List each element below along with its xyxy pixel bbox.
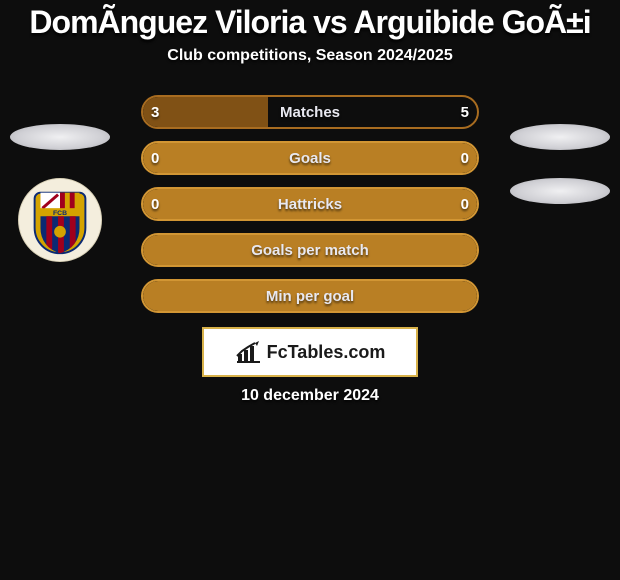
stat-bar: Hattricks0 0	[141, 187, 479, 221]
stat-row: Goals0 0	[0, 141, 620, 175]
stat-row: Goals per match	[0, 233, 620, 267]
stat-row: Hattricks0 0	[0, 187, 620, 221]
stat-value-right: 5	[461, 104, 469, 121]
brand-text: FcTables.com	[267, 342, 386, 363]
stat-bar: Goals0 0	[141, 141, 479, 175]
stat-value-left: 3	[151, 104, 159, 121]
stat-label: Matches	[143, 104, 477, 121]
comparison-card: DomÃnguez Viloria vs Arguibide GoÃ±i Clu…	[0, 0, 620, 405]
stat-bar: Goals per match	[141, 233, 479, 267]
stat-bar: Min per goal	[141, 279, 479, 313]
stat-value-right: 0	[461, 150, 469, 167]
page-title: DomÃnguez Viloria vs Arguibide GoÃ±i	[0, 0, 620, 47]
stat-label: Goals per match	[143, 242, 477, 259]
subtitle: Club competitions, Season 2024/2025	[0, 47, 620, 65]
bars-icon	[235, 340, 261, 364]
stat-bar: Matches3 5	[141, 95, 479, 129]
stat-row: Min per goal	[0, 279, 620, 313]
stat-label: Min per goal	[143, 288, 477, 305]
brand-badge[interactable]: FcTables.com	[202, 327, 418, 377]
stats-bars: Matches35Goals00Hattricks00Goals per mat…	[0, 95, 620, 313]
stat-label: Goals	[143, 150, 477, 167]
stat-label: Hattricks	[143, 196, 477, 213]
stat-value-left: 0	[151, 196, 159, 213]
stat-value-left: 0	[151, 150, 159, 167]
stat-row: Matches3 5	[0, 95, 620, 129]
date-text: 10 december 2024	[0, 387, 620, 405]
stat-value-right: 0	[461, 196, 469, 213]
